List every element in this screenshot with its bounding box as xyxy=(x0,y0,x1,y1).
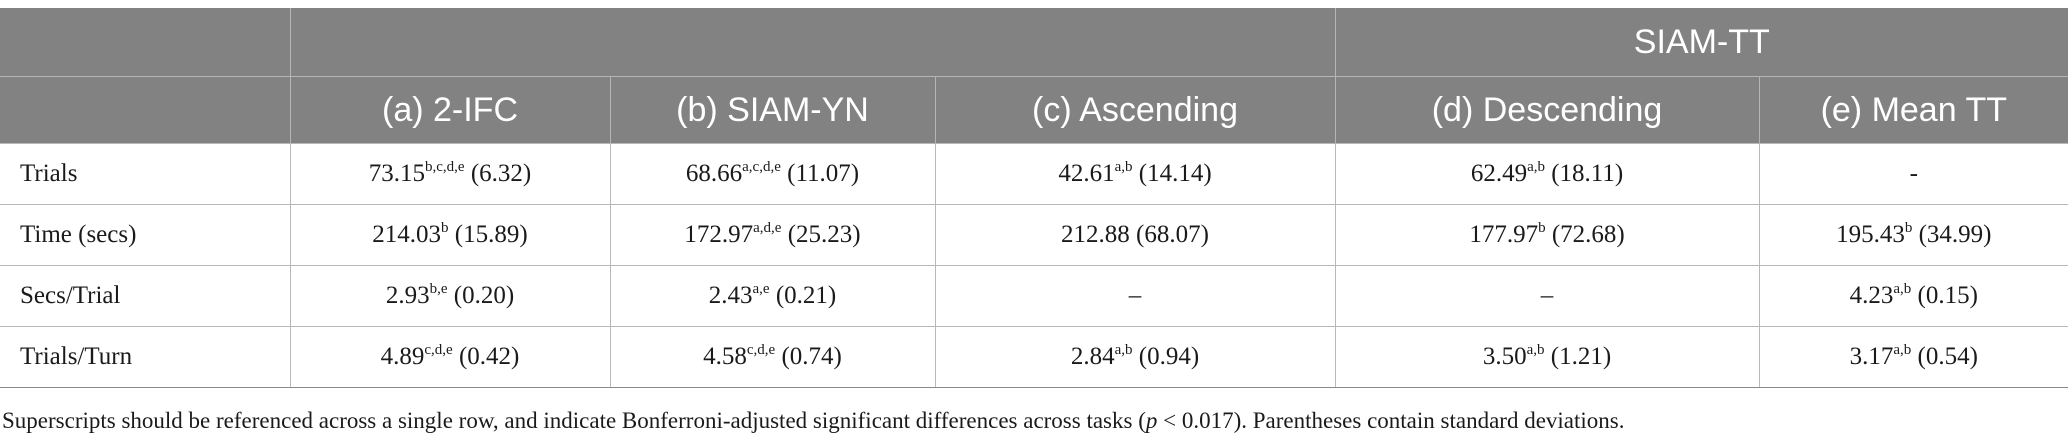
cell-superscript: a,b xyxy=(1893,281,1912,297)
cell-value: – xyxy=(1540,282,1554,309)
data-cell: 2.43a,e (0.21) xyxy=(609,265,936,327)
results-table: SIAM-TT (a) 2-IFC (b) SIAM-YN (c) Ascend… xyxy=(0,8,2068,388)
table-footnote: Superscripts should be referenced across… xyxy=(2,408,1624,434)
cell-sd: (68.07) xyxy=(1136,221,1209,248)
cell-sd: (0.94) xyxy=(1138,343,1200,370)
cell-value: 68.66 xyxy=(685,160,743,187)
data-cell: 68.66a,c,d,e (11.07) xyxy=(609,143,936,205)
cell-superscript: a,b xyxy=(1114,342,1133,358)
row-label: Secs/Trial xyxy=(0,265,291,327)
data-cell: 3.50a,b (1.21) xyxy=(1334,326,1760,388)
header-row-label-cell xyxy=(0,76,290,144)
cell-superscript: b xyxy=(441,220,449,236)
data-cell: 3.17a,b (0.54) xyxy=(1758,326,2068,388)
cell-value: 73.15 xyxy=(368,160,425,187)
cell-sd: (34.99) xyxy=(1918,221,1992,248)
header-group-blank xyxy=(289,8,1336,77)
footnote-text-before: Superscripts should be referenced across… xyxy=(2,408,1146,433)
cell-sd: (18.11) xyxy=(1551,160,1624,187)
cell-value: 62.49 xyxy=(1470,160,1528,187)
row-label: Time (secs) xyxy=(0,204,291,266)
cell-value: - xyxy=(1909,160,1918,187)
column-header-siam-yn: (b) SIAM-YN xyxy=(609,76,935,144)
cell-superscript: a,b xyxy=(1526,342,1545,358)
data-cell: – xyxy=(934,265,1336,327)
cell-value: 3.50 xyxy=(1482,343,1527,370)
cell-sd: (0.54) xyxy=(1917,343,1978,370)
table-row: Trials 73.15b,c,d,e (6.32) 68.66a,c,d,e … xyxy=(0,143,2068,205)
row-label: Trials/Turn xyxy=(0,326,291,388)
column-header-mean-tt: (e) Mean TT xyxy=(1758,76,2068,144)
cell-value: 42.61 xyxy=(1058,160,1115,187)
cell-value: 4.89 xyxy=(380,343,425,370)
header-group-row: SIAM-TT xyxy=(0,8,2068,77)
cell-superscript: a,d,e xyxy=(753,220,782,236)
data-cell: 73.15b,c,d,e (6.32) xyxy=(289,143,611,205)
cell-superscript: a,b xyxy=(1114,159,1133,175)
cell-value: 214.03 xyxy=(372,221,442,248)
cell-sd: (25.23) xyxy=(787,221,861,248)
cell-superscript: b,e xyxy=(429,281,448,297)
cell-sd: (72.68) xyxy=(1551,221,1625,248)
cell-value: 172.97 xyxy=(684,221,754,248)
data-cell: 62.49a,b (18.11) xyxy=(1334,143,1760,205)
data-cell: 172.97a,d,e (25.23) xyxy=(609,204,936,266)
footnote-text-after: < 0.017). Parentheses contain standard d… xyxy=(1157,408,1625,433)
cell-superscript: a,e xyxy=(752,281,770,297)
data-cell: 195.43b (34.99) xyxy=(1758,204,2068,266)
column-header-ascending: (c) Ascending xyxy=(934,76,1336,144)
cell-value: 3.17 xyxy=(1849,343,1894,370)
data-cell: – xyxy=(1334,265,1760,327)
table-row: Secs/Trial 2.93b,e (0.20) 2.43a,e (0.21)… xyxy=(0,265,2068,327)
column-header-2ifc: (a) 2-IFC xyxy=(289,76,610,144)
cell-sd: (0.42) xyxy=(458,343,520,370)
cell-sd: (0.15) xyxy=(1917,282,1978,309)
cell-sd: (0.21) xyxy=(775,282,837,309)
cell-sd: (0.74) xyxy=(781,343,842,370)
cell-value: – xyxy=(1128,282,1142,309)
data-cell: 212.88 (68.07) xyxy=(934,204,1336,266)
cell-sd: (6.32) xyxy=(470,160,532,187)
table-row: Trials/Turn 4.89c,d,e (0.42) 4.58c,d,e (… xyxy=(0,326,2068,388)
column-header-descending: (d) Descending xyxy=(1334,76,1760,144)
cell-superscript: b xyxy=(1904,220,1913,236)
cell-sd: (14.14) xyxy=(1138,160,1212,187)
table-body: Trials 73.15b,c,d,e (6.32) 68.66a,c,d,e … xyxy=(0,143,2068,388)
cell-value: 212.88 xyxy=(1061,221,1130,248)
cell-value: 4.58 xyxy=(703,343,747,370)
cell-value: 4.23 xyxy=(1849,282,1894,309)
data-cell: 2.84a,b (0.94) xyxy=(934,326,1336,388)
row-label: Trials xyxy=(0,143,291,205)
table-header: SIAM-TT (a) 2-IFC (b) SIAM-YN (c) Ascend… xyxy=(0,8,2068,144)
data-cell: 2.93b,e (0.20) xyxy=(289,265,611,327)
cell-superscript: c,d,e xyxy=(746,342,776,358)
cell-superscript: b,c,d,e xyxy=(425,159,465,175)
header-corner-cell xyxy=(0,8,290,77)
cell-sd: (11.07) xyxy=(787,160,860,187)
header-group-siam-tt: SIAM-TT xyxy=(1334,8,2068,77)
cell-superscript: a,b xyxy=(1893,342,1912,358)
cell-superscript: a,c,d,e xyxy=(742,159,781,175)
cell-value: 2.43 xyxy=(708,282,753,309)
cell-value: 2.93 xyxy=(385,282,430,309)
cell-value: 195.43 xyxy=(1836,221,1905,248)
data-cell: 42.61a,b (14.14) xyxy=(934,143,1336,205)
cell-sd: (15.89) xyxy=(454,221,528,248)
cell-superscript: b xyxy=(1538,220,1546,236)
cell-sd: (0.20) xyxy=(453,282,515,309)
footnote-p-symbol: p xyxy=(1145,408,1158,433)
cell-superscript: c,d,e xyxy=(424,342,453,358)
data-cell: 4.58c,d,e (0.74) xyxy=(609,326,936,388)
cell-value: 2.84 xyxy=(1070,343,1115,370)
data-cell: 214.03b (15.89) xyxy=(289,204,611,266)
data-cell: 4.23a,b (0.15) xyxy=(1758,265,2068,327)
data-cell: - xyxy=(1758,143,2068,205)
cell-sd: (1.21) xyxy=(1550,343,1612,370)
header-column-row: (a) 2-IFC (b) SIAM-YN (c) Ascending (d) … xyxy=(0,76,2068,144)
data-cell: 4.89c,d,e (0.42) xyxy=(289,326,611,388)
cell-value: 177.97 xyxy=(1469,221,1539,248)
cell-superscript: a,b xyxy=(1527,159,1545,175)
data-cell: 177.97b (72.68) xyxy=(1334,204,1760,266)
table-row: Time (secs) 214.03b (15.89) 172.97a,d,e … xyxy=(0,204,2068,266)
